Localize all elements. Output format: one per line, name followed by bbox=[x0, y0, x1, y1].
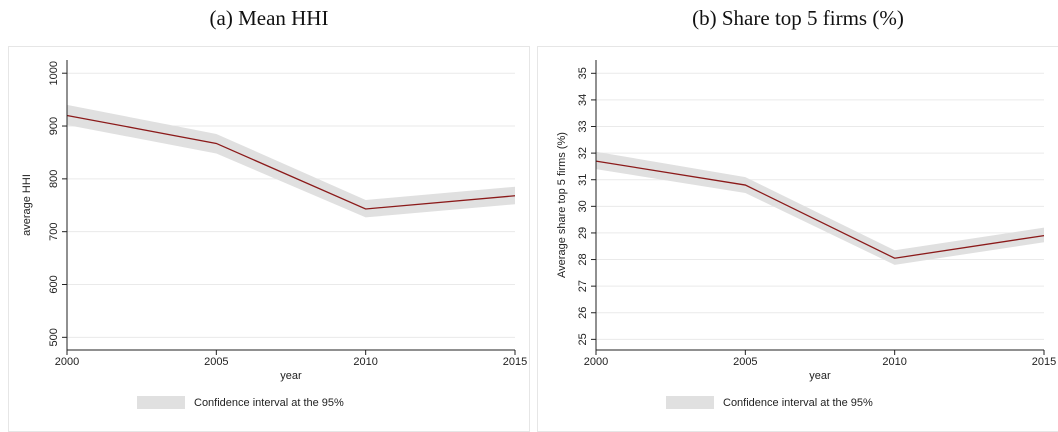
y-tick-label: 800 bbox=[48, 170, 60, 188]
y-tick-label: 700 bbox=[48, 222, 60, 240]
x-tick-label: 2015 bbox=[1032, 356, 1056, 368]
x-tick-label: 2005 bbox=[733, 356, 757, 368]
legend-label: Confidence interval at the 95% bbox=[194, 397, 344, 409]
y-tick-label: 900 bbox=[48, 117, 60, 135]
x-tick-label: 2010 bbox=[882, 356, 906, 368]
ci-band bbox=[67, 104, 515, 218]
legend-swatch bbox=[137, 396, 185, 409]
x-tick-label: 2005 bbox=[204, 356, 228, 368]
x-tick-label: 2000 bbox=[55, 356, 79, 368]
panel: (a) Mean HHI 500 600 700 800 900 1000 2000 2005 2… bbox=[8, 6, 530, 432]
x-axis-label: year bbox=[809, 370, 831, 382]
x-axis-label: year bbox=[280, 370, 302, 382]
y-tick-label: 29 bbox=[577, 227, 589, 239]
panel-frame bbox=[8, 46, 530, 432]
y-tick-label: 1000 bbox=[48, 61, 60, 85]
y-axis-label: average HHI bbox=[21, 174, 33, 236]
y-tick-label: 25 bbox=[577, 333, 589, 345]
y-tick-label: 31 bbox=[577, 174, 589, 186]
y-tick-label: 27 bbox=[577, 280, 589, 292]
y-tick-label: 34 bbox=[577, 94, 589, 106]
legend-swatch bbox=[666, 396, 714, 409]
panel: (b) Share top 5 firms (%) 25 26 27 28 29 30 31 3… bbox=[537, 6, 1058, 432]
x-tick-label: 2010 bbox=[353, 356, 377, 368]
y-tick-label: 500 bbox=[48, 328, 60, 346]
legend-label: Confidence interval at the 95% bbox=[723, 397, 873, 409]
y-tick-label: 33 bbox=[577, 120, 589, 132]
y-tick-label: 32 bbox=[577, 147, 589, 159]
panel-title: (a) Mean HHI bbox=[210, 6, 329, 30]
y-tick-label: 26 bbox=[577, 307, 589, 319]
y-tick-label: 28 bbox=[577, 253, 589, 265]
x-tick-label: 2015 bbox=[503, 356, 527, 368]
y-tick-label: 600 bbox=[48, 275, 60, 293]
panel-title: (b) Share top 5 firms (%) bbox=[692, 6, 904, 30]
ci-band bbox=[596, 151, 1044, 265]
mean-line bbox=[66, 114, 516, 210]
mean-line bbox=[595, 160, 1045, 259]
y-axis-label: Average share top 5 firms (%) bbox=[556, 132, 568, 278]
y-tick-label: 35 bbox=[577, 67, 589, 79]
x-tick-label: 2000 bbox=[584, 356, 608, 368]
y-tick-label: 30 bbox=[577, 200, 589, 212]
